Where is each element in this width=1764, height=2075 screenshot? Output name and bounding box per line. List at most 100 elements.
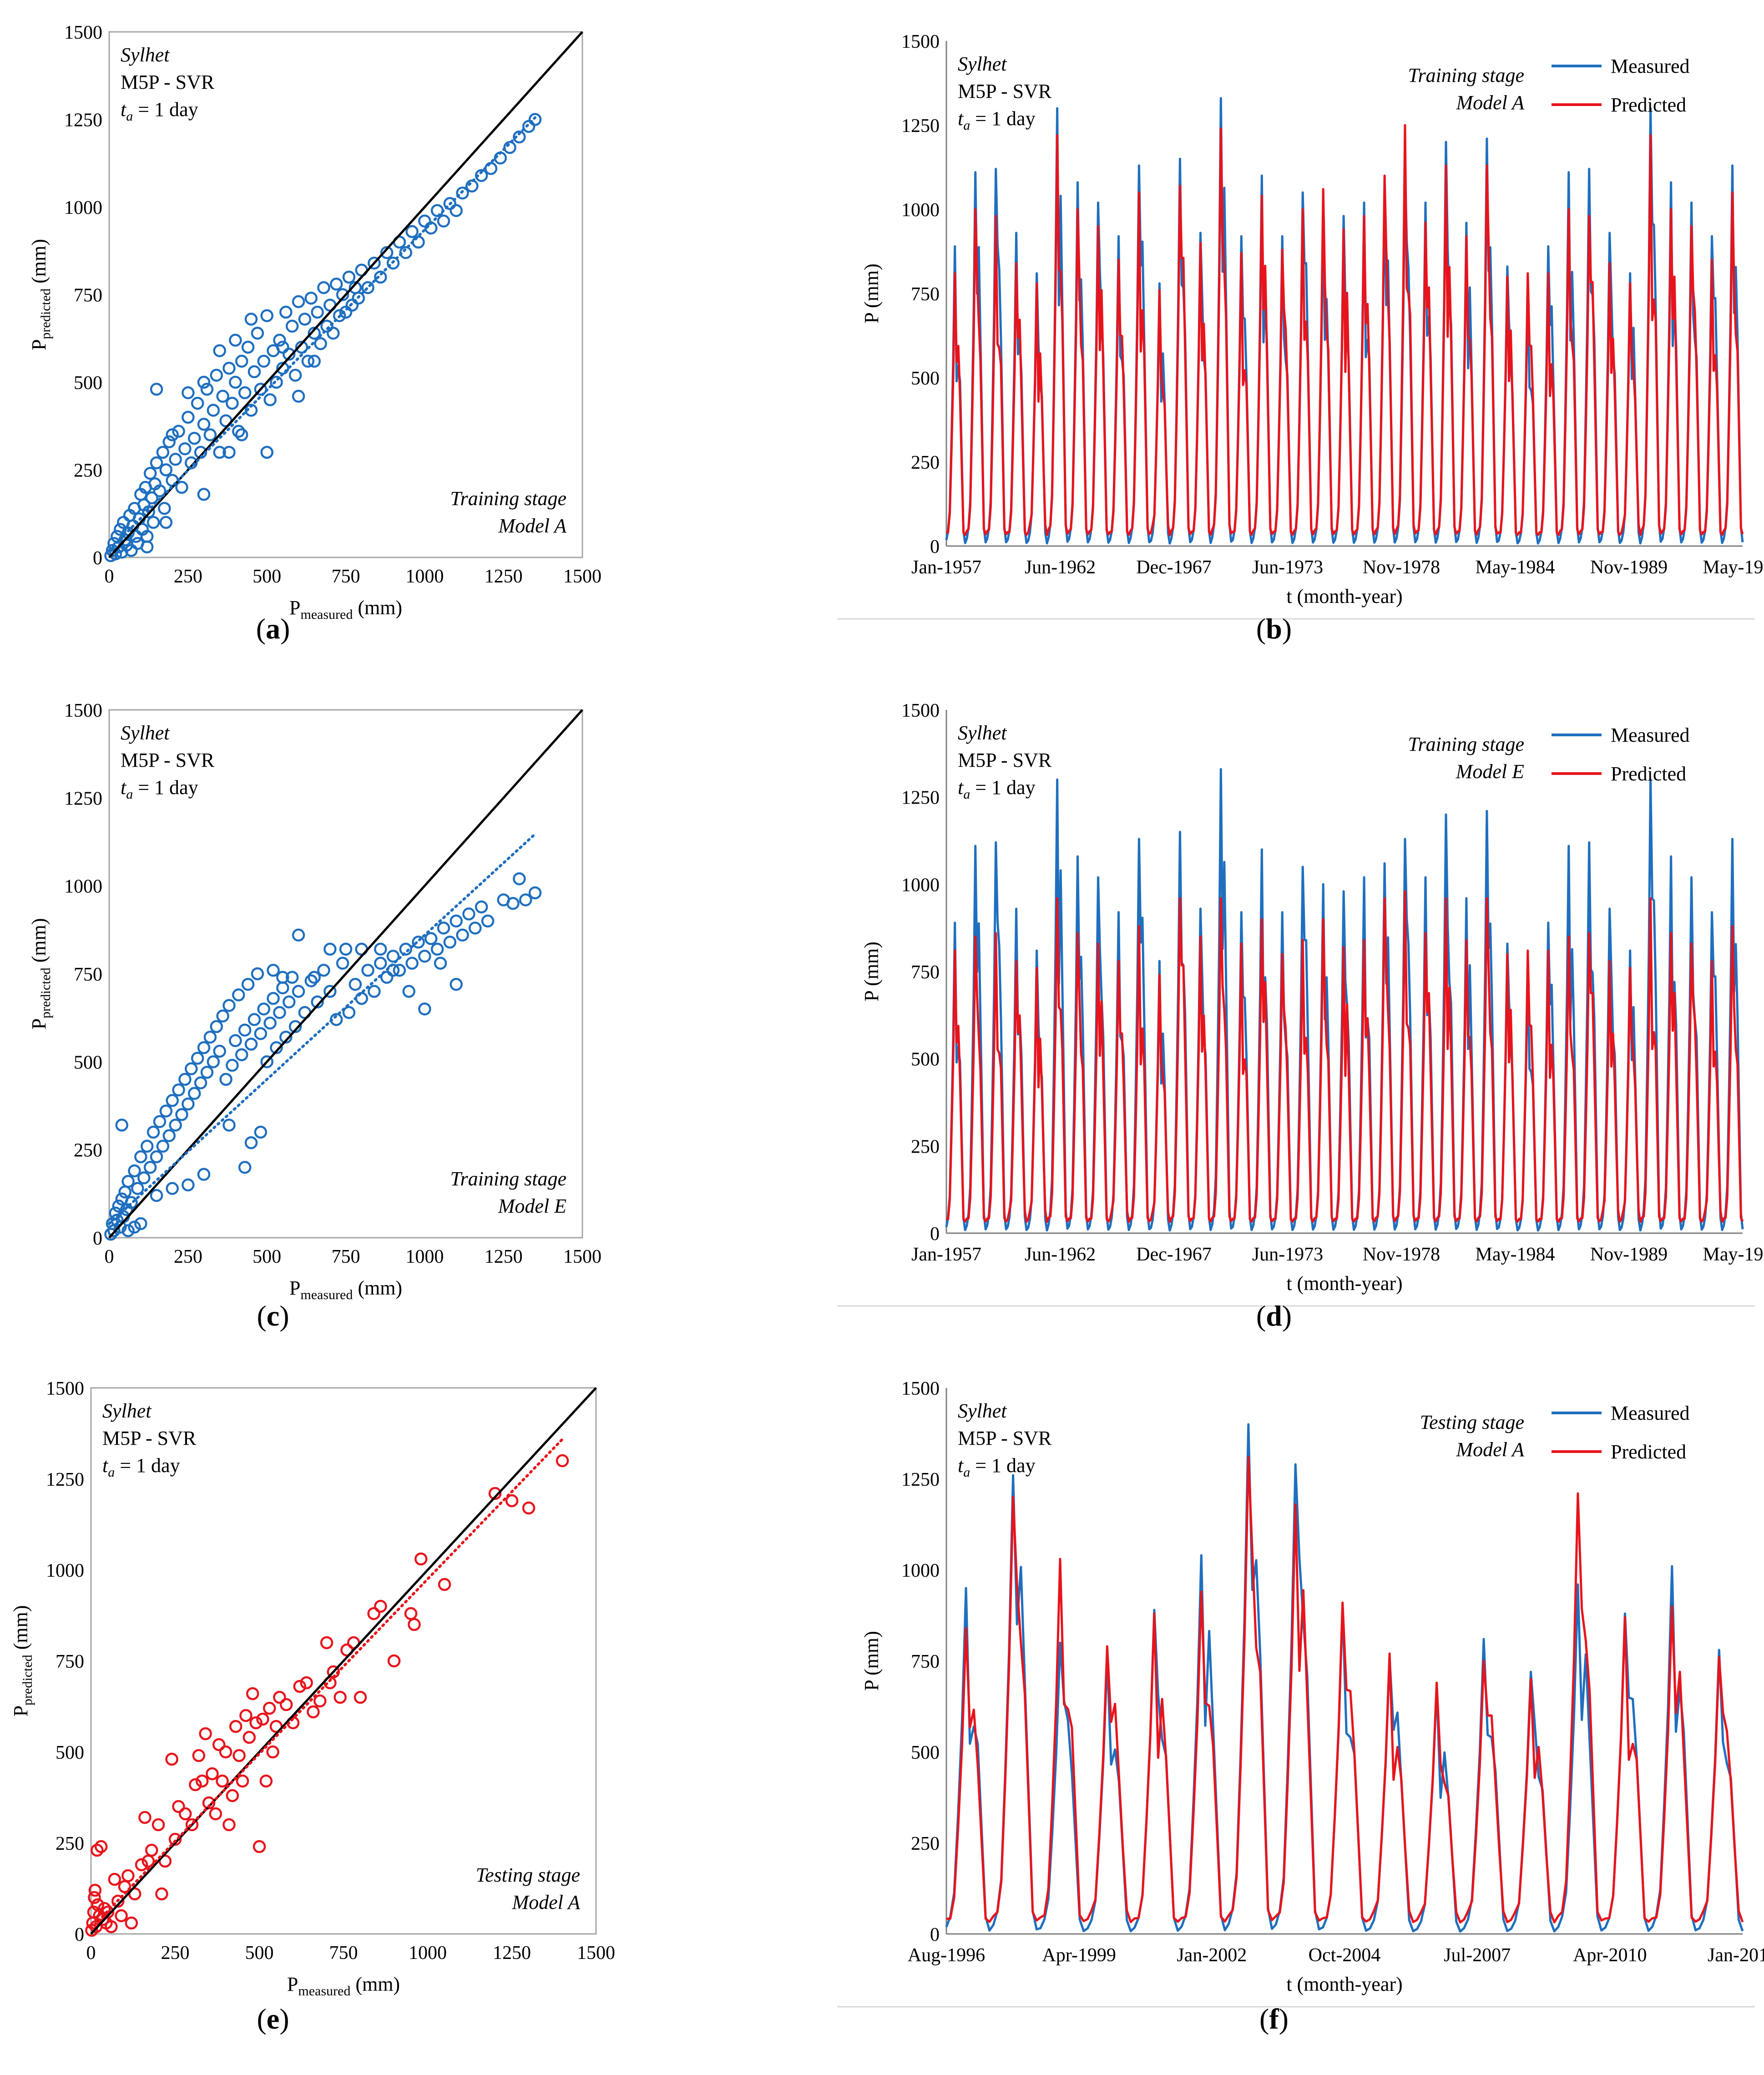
data-point <box>329 278 343 291</box>
stage-label: Testing stage <box>1420 1411 1524 1433</box>
y-tick-label: 0 <box>930 1924 940 1945</box>
station-label: Sylhet <box>121 44 170 66</box>
data-point <box>159 516 173 529</box>
x-tick-label: May-1995 <box>1703 557 1764 578</box>
x-tick-label: 750 <box>332 1246 360 1267</box>
x-tick-label: 500 <box>253 1246 281 1267</box>
data-point <box>156 1139 170 1153</box>
data-point <box>152 1818 165 1832</box>
y-tick-label: 0 <box>75 1924 84 1945</box>
data-point <box>178 1807 192 1821</box>
x-tick-label: 500 <box>245 1943 274 1964</box>
data-point <box>226 396 239 410</box>
y-tick-label: 1500 <box>901 1378 940 1399</box>
y-axis-label: P (mm) <box>860 1631 883 1691</box>
data-point <box>253 1840 266 1853</box>
data-point <box>197 1168 211 1181</box>
model-label: Model E <box>1456 760 1524 783</box>
data-point <box>219 1745 233 1759</box>
data-point <box>241 977 255 991</box>
y-tick-label: 250 <box>74 1140 102 1161</box>
y-tick-label: 0 <box>930 1224 940 1245</box>
data-point <box>203 428 217 441</box>
predicted-series-line <box>946 890 1744 1223</box>
panel-label-c: (c) <box>257 1300 289 1332</box>
y-tick-label: 1250 <box>64 110 102 131</box>
data-point <box>145 1843 158 1857</box>
data-point <box>430 204 444 217</box>
y-tick-label: 1000 <box>64 197 102 218</box>
data-point <box>125 1916 138 1930</box>
data-point <box>285 971 299 984</box>
one-to-one-line <box>108 31 583 558</box>
data-point <box>317 964 330 977</box>
x-axis-label: Pmeasured (mm) <box>289 1277 402 1302</box>
y-tick-label: 250 <box>74 461 102 481</box>
timeseries-chart-b: 0 250 500 750 1000 1250 1500 Jan-1957 Jun-1962 De… <box>837 31 1764 620</box>
data-point <box>414 1552 428 1566</box>
data-point <box>166 428 179 441</box>
x-tick-label: May-1984 <box>1476 1244 1555 1265</box>
x-tick-label: 1500 <box>577 1943 615 1964</box>
legend-measured-label: Measured <box>1611 55 1690 77</box>
data-point <box>386 256 400 270</box>
y-tick-label: 250 <box>911 452 940 473</box>
stage-label: Training stage <box>450 487 567 510</box>
data-point <box>276 340 289 354</box>
data-point <box>189 1778 202 1792</box>
y-tick-label: 1500 <box>46 1378 84 1399</box>
data-point <box>374 1599 387 1613</box>
trend-line <box>108 116 536 552</box>
data-point <box>165 1752 178 1766</box>
predicted-series-line <box>946 1456 1744 1923</box>
model-label: Model A <box>498 515 567 537</box>
data-point <box>155 1887 168 1901</box>
trend-line <box>108 832 536 1225</box>
model-label: Model E <box>498 1195 566 1217</box>
data-point <box>251 967 264 981</box>
x-tick-label: 250 <box>174 1246 202 1267</box>
y-axis-label: Ppredicted (mm) <box>28 918 53 1030</box>
data-point <box>256 1712 269 1726</box>
data-point <box>257 354 270 368</box>
data-point <box>402 985 415 998</box>
data-point <box>187 1087 201 1100</box>
data-point <box>158 501 171 515</box>
data-point <box>349 977 362 991</box>
x-tick-label: 1250 <box>485 1246 523 1267</box>
y-tick-label: 1250 <box>901 788 940 809</box>
station-label: Sylhet <box>958 722 1007 744</box>
data-point <box>159 463 173 476</box>
data-point <box>121 1224 135 1237</box>
data-point <box>276 971 289 984</box>
x-tick-label: 1000 <box>405 1246 444 1267</box>
data-point <box>323 942 337 956</box>
y-tick-label: 500 <box>911 1049 940 1070</box>
data-point <box>135 1858 148 1872</box>
data-point <box>251 326 264 340</box>
x-tick-label: Dec-1967 <box>1136 1244 1212 1265</box>
data-point <box>229 1034 242 1048</box>
data-point <box>288 369 302 382</box>
x-tick-label: 1250 <box>485 566 523 587</box>
model-name-label: M5P - SVR <box>958 749 1052 771</box>
data-point <box>222 361 236 375</box>
y-tick-label: 750 <box>911 284 940 305</box>
y-tick-label: 1250 <box>901 116 940 137</box>
x-tick-label: 0 <box>105 1246 114 1267</box>
panel-label-f: (f) <box>1259 2003 1289 2035</box>
data-point <box>263 393 277 406</box>
data-point <box>263 1017 277 1030</box>
data-point <box>307 1705 320 1719</box>
y-tick-label: 1000 <box>901 875 940 896</box>
x-tick-label: Jun-1973 <box>1252 1244 1323 1265</box>
data-point <box>192 1749 206 1762</box>
data-point <box>368 256 381 270</box>
y-tick-label: 1500 <box>64 22 102 43</box>
data-point <box>320 319 334 333</box>
panel-label-d: (d) <box>1256 1300 1292 1332</box>
one-to-one-line <box>108 709 583 1239</box>
data-point <box>405 957 419 970</box>
data-point <box>229 334 242 347</box>
data-point <box>285 319 299 333</box>
